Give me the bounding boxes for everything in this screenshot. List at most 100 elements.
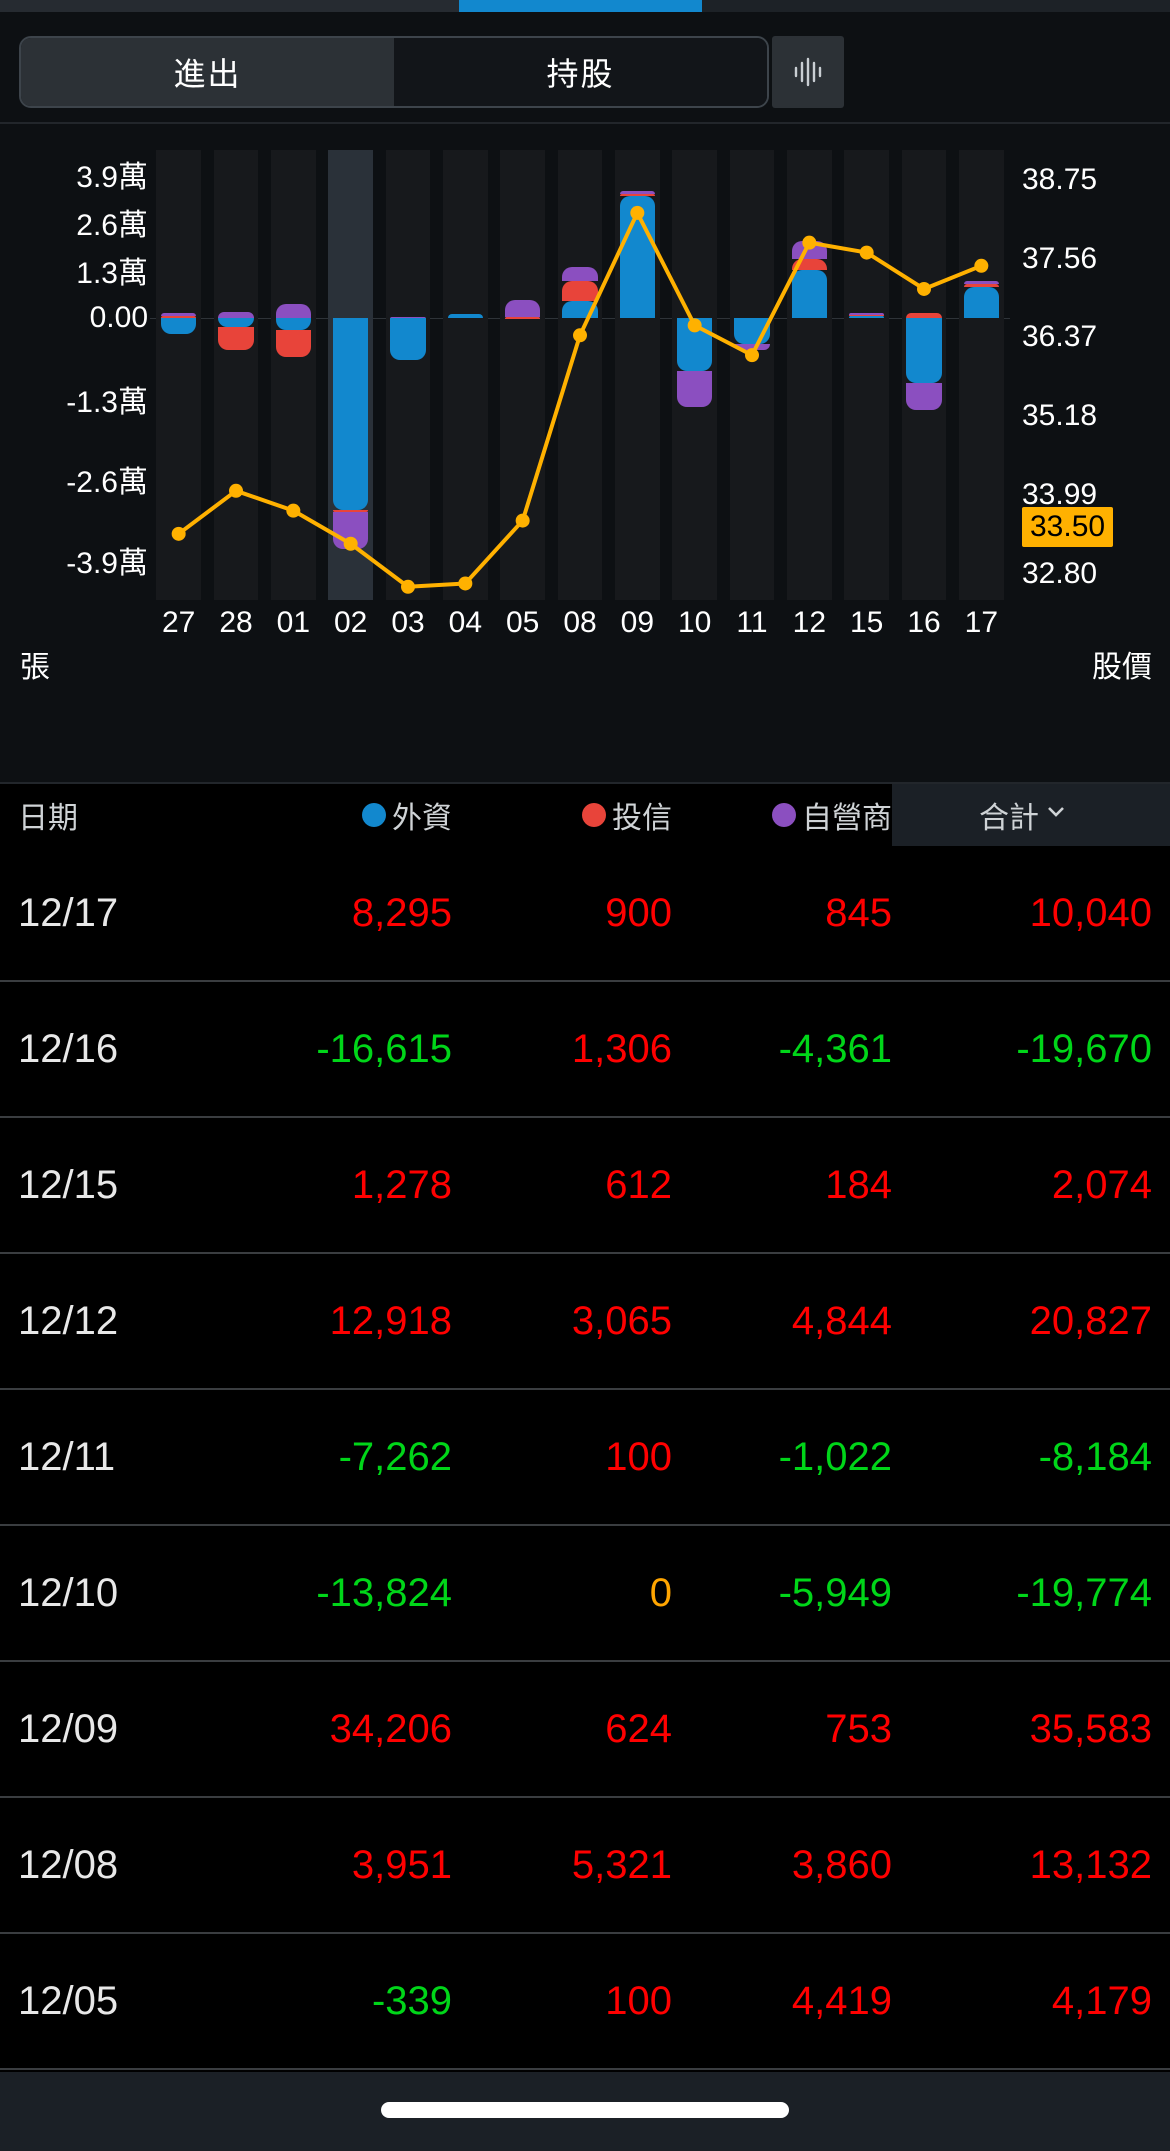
price-point bbox=[745, 348, 759, 363]
table-row[interactable]: 12/08 3,951 5,321 3,860 13,132 bbox=[0, 1798, 1170, 1934]
table-row[interactable]: 12/11 -7,262 100 -1,022 -8,184 bbox=[0, 1390, 1170, 1526]
trust-legend-dot bbox=[582, 803, 606, 827]
cell-date: 12/08 bbox=[18, 1842, 119, 1887]
chart-bar-segment bbox=[275, 303, 312, 318]
left-axis-tick: 3.9萬 bbox=[76, 161, 148, 194]
cell-total: -19,670 bbox=[1016, 1026, 1152, 1071]
price-point bbox=[343, 536, 358, 551]
cell-trust: 0 bbox=[649, 1570, 672, 1615]
price-point bbox=[687, 318, 702, 333]
chart-bar-segment bbox=[332, 510, 369, 513]
cell-foreign: 3,951 bbox=[351, 1842, 452, 1887]
table-row[interactable]: 12/17 8,295 900 845 10,040 bbox=[0, 846, 1170, 982]
price-point bbox=[515, 513, 530, 528]
left-axis-tick: -1.3萬 bbox=[66, 385, 148, 419]
table-row[interactable]: 12/15 1,278 612 184 2,074 bbox=[0, 1118, 1170, 1254]
right-axis: 38.75 37.56 36.37 35.18 33.99 32.80 33.50 bbox=[1014, 150, 1170, 600]
chart-bar-segment bbox=[791, 258, 828, 271]
cell-total: 10,040 bbox=[1029, 890, 1152, 935]
cell-foreign: 12,918 bbox=[329, 1298, 452, 1343]
table-row[interactable]: 12/05 -339 100 4,419 4,179 bbox=[0, 1934, 1170, 2070]
chart-bar-stack bbox=[390, 150, 426, 600]
chart-column-background bbox=[557, 150, 603, 600]
waveform-button[interactable] bbox=[772, 36, 844, 108]
chart-column-background bbox=[844, 150, 890, 600]
cell-date: 12/17 bbox=[18, 890, 119, 935]
x-axis-tick: 11 bbox=[736, 606, 768, 639]
cell-trust: 900 bbox=[605, 890, 672, 935]
table-row[interactable]: 12/16 -16,615 1,306 -4,361 -19,670 bbox=[0, 982, 1170, 1118]
cell-total: 35,583 bbox=[1029, 1706, 1152, 1751]
cell-trust: 624 bbox=[605, 1706, 672, 1751]
price-point bbox=[171, 526, 186, 541]
price-line-series bbox=[171, 205, 989, 594]
column-header-total[interactable]: 合計 bbox=[892, 784, 1170, 846]
chart-bar-segment bbox=[275, 329, 312, 358]
segmented-control[interactable]: 進出 持股 bbox=[19, 36, 769, 108]
chart-bar-stack bbox=[963, 150, 1000, 600]
cell-date: 12/05 bbox=[18, 1978, 119, 2023]
flow-table[interactable]: 12/17 8,295 900 845 10,040 12/16 -16,615 1,306 -… bbox=[0, 846, 1170, 2072]
chart-bar-segment bbox=[906, 383, 942, 411]
chart-plot-area[interactable] bbox=[150, 150, 1010, 600]
chart-bar-segment bbox=[504, 300, 541, 317]
cell-dealer: 4,844 bbox=[791, 1298, 892, 1343]
current-price-badge: 33.50 bbox=[1022, 507, 1114, 548]
right-axis-unit: 股價 bbox=[1092, 651, 1152, 684]
right-axis-tick: 37.56 bbox=[1022, 241, 1098, 275]
x-axis-tick: 16 bbox=[907, 606, 941, 639]
price-point bbox=[401, 579, 415, 594]
column-header-trust-label: 投信 bbox=[612, 802, 672, 835]
chart-bar-segment bbox=[447, 313, 484, 318]
column-header-dealer[interactable]: 自營商 bbox=[672, 784, 892, 846]
x-axis-tick: 05 bbox=[505, 606, 540, 639]
chart-bar-stack bbox=[332, 150, 369, 600]
right-axis-tick: 33.99 bbox=[1022, 477, 1098, 511]
x-axis-tick: 03 bbox=[391, 606, 425, 639]
chart-bar-segment bbox=[734, 344, 770, 351]
chart-bar-stack bbox=[504, 150, 541, 600]
chart-bar-segment bbox=[562, 281, 598, 301]
cell-foreign: -16,615 bbox=[316, 1026, 452, 1071]
x-axis-tick: 08 bbox=[563, 606, 597, 639]
cell-total: 13,132 bbox=[1029, 1842, 1152, 1887]
indicator-active-segment bbox=[459, 0, 702, 12]
chart-bar-segment bbox=[562, 267, 598, 282]
cell-trust: 3,065 bbox=[571, 1298, 672, 1343]
chart-bar-segment bbox=[275, 318, 312, 330]
column-header-date[interactable]: 日期 bbox=[0, 784, 232, 846]
chart-column-background bbox=[958, 150, 1004, 600]
price-point bbox=[917, 281, 931, 296]
tab-holdings-label: 持股 bbox=[546, 56, 615, 92]
cell-foreign: -7,262 bbox=[338, 1434, 452, 1479]
chart-bar-segment bbox=[963, 281, 1000, 285]
home-indicator[interactable] bbox=[381, 2102, 789, 2118]
column-header-trust[interactable]: 投信 bbox=[452, 784, 672, 846]
tab-holdings[interactable]: 持股 bbox=[394, 38, 767, 106]
right-axis-tick: 38.75 bbox=[1022, 162, 1098, 196]
cell-dealer: -4,361 bbox=[778, 1026, 892, 1071]
cell-trust: 100 bbox=[605, 1978, 672, 2023]
chart-column-background bbox=[270, 150, 316, 600]
cell-date: 12/10 bbox=[18, 1570, 119, 1615]
price-point bbox=[573, 328, 587, 343]
table-row[interactable]: 12/09 34,206 624 753 35,583 bbox=[0, 1662, 1170, 1798]
x-axis-tick: 02 bbox=[333, 606, 368, 639]
cell-total: -19,774 bbox=[1016, 1570, 1152, 1615]
tab-trading[interactable]: 進出 bbox=[21, 38, 394, 106]
x-axis-tick: 28 bbox=[219, 606, 253, 639]
price-point bbox=[859, 245, 874, 260]
top-tab-indicator bbox=[0, 0, 1170, 12]
cell-dealer: 4,419 bbox=[791, 1978, 892, 2023]
foreign-legend-dot bbox=[362, 803, 386, 827]
chart-bar-segment bbox=[619, 190, 656, 194]
table-row[interactable]: 12/12 12,918 3,065 4,844 20,827 bbox=[0, 1254, 1170, 1390]
institutional-flow-chart[interactable]: 3.9萬 2.6萬 1.3萬 0.00 -1.3萬 -2.6萬 -3.9萬 38.75 37.… bbox=[0, 124, 1170, 784]
table-row[interactable]: 12/10 -13,824 0 -5,949 -19,774 bbox=[0, 1526, 1170, 1662]
left-axis-tick: 2.6萬 bbox=[76, 209, 148, 242]
column-header-foreign[interactable]: 外資 bbox=[232, 784, 452, 846]
chart-bar-stack bbox=[218, 150, 254, 600]
cell-trust: 100 bbox=[605, 1434, 672, 1479]
left-axis: 3.9萬 2.6萬 1.3萬 0.00 -1.3萬 -2.6萬 -3.9萬 bbox=[0, 150, 148, 600]
chart-bar-stack bbox=[906, 150, 942, 600]
